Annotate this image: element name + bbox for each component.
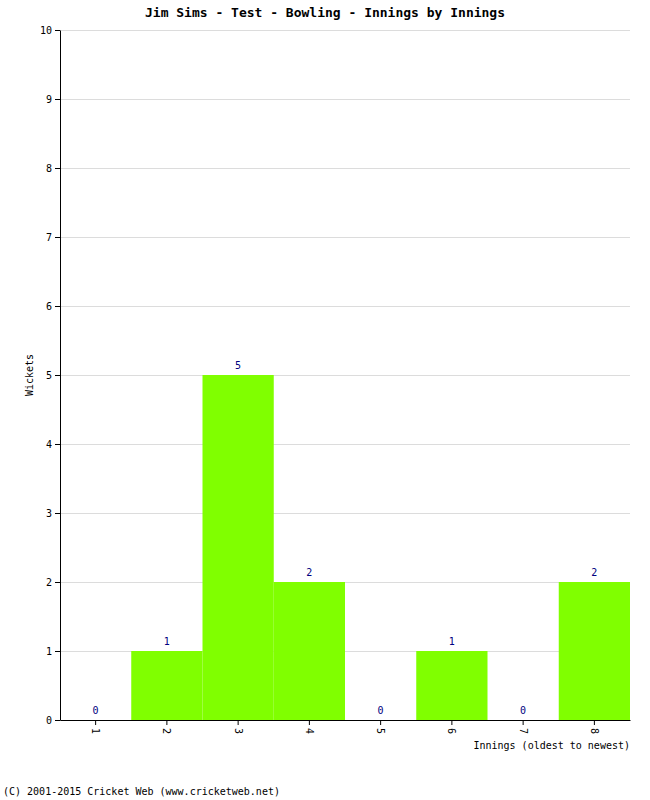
x-tick: 7 xyxy=(518,720,529,734)
y-tick: 5 xyxy=(46,370,60,381)
data-label: 1 xyxy=(449,636,455,647)
x-tick: 6 xyxy=(446,720,457,734)
y-tick-mark xyxy=(55,582,60,583)
x-tick-label: 6 xyxy=(446,728,457,734)
x-tick: 2 xyxy=(161,720,172,734)
data-label: 0 xyxy=(93,705,99,716)
bar xyxy=(274,582,345,720)
bar xyxy=(131,651,202,720)
y-tick-mark xyxy=(55,651,60,652)
x-tick-mark xyxy=(95,720,96,725)
y-tick-label: 4 xyxy=(46,439,52,450)
x-tick-label: 3 xyxy=(233,728,244,734)
y-axis-title: Wickets xyxy=(24,354,35,396)
x-axis: 1 2 3 4 5 6 7 8 xyxy=(61,720,631,734)
title: Jim Sims - Test - Bowling - Innings by I… xyxy=(145,5,505,20)
y-axis: 0 1 2 3 4 5 6 7 8 9 10 xyxy=(40,25,61,726)
y-tick: 1 xyxy=(46,646,60,657)
grid-line xyxy=(60,513,630,514)
y-tick-mark xyxy=(55,237,60,238)
x-tick-label: 8 xyxy=(589,728,600,734)
data-label: 2 xyxy=(306,567,312,578)
x-tick: 1 xyxy=(90,720,101,734)
grid xyxy=(60,30,630,720)
x-tick-mark xyxy=(166,720,167,725)
y-tick-mark xyxy=(55,720,60,721)
bar xyxy=(416,651,487,720)
y-tick: 0 xyxy=(46,715,60,726)
y-tick: 10 xyxy=(40,25,60,36)
y-tick-mark xyxy=(55,168,60,169)
x-axis-title: Innings (oldest to newest) xyxy=(473,740,630,751)
grid-line xyxy=(60,237,630,238)
grid-line xyxy=(60,375,630,376)
x-tick-mark xyxy=(523,720,524,725)
y-tick: 7 xyxy=(46,232,60,243)
bar xyxy=(488,720,559,721)
bar xyxy=(60,720,131,721)
data-label: 0 xyxy=(520,705,526,716)
grid-line xyxy=(60,30,630,31)
data-label: 5 xyxy=(235,360,241,371)
bar xyxy=(203,375,274,720)
y-tick-mark xyxy=(55,375,60,376)
y-tick: 9 xyxy=(46,94,60,105)
y-tick-label: 0 xyxy=(46,715,52,726)
x-tick-label: 4 xyxy=(304,728,315,734)
y-tick-label: 5 xyxy=(46,370,52,381)
x-tick-label: 7 xyxy=(518,728,529,734)
grid-line xyxy=(60,444,630,445)
x-tick-mark xyxy=(238,720,239,725)
grid-line xyxy=(60,168,630,169)
y-tick-label: 8 xyxy=(46,163,52,174)
data-label: 1 xyxy=(164,636,170,647)
x-tick: 8 xyxy=(589,720,600,734)
y-tick-label: 3 xyxy=(46,508,52,519)
x-tick-mark xyxy=(594,720,595,725)
x-tick-mark xyxy=(380,720,381,725)
grid-line xyxy=(60,306,630,307)
y-tick-label: 7 xyxy=(46,232,52,243)
y-tick-mark xyxy=(55,30,60,31)
x-tick: 3 xyxy=(233,720,244,734)
annotation: (C) 2001-2015 Cricket Web (www.cricketwe… xyxy=(3,786,280,797)
x-tick-mark xyxy=(451,720,452,725)
bar xyxy=(345,720,416,721)
y-axis-line xyxy=(60,31,61,721)
y-tick-label: 10 xyxy=(40,25,52,36)
data-labels: 0 1 5 2 0 1 0 2 xyxy=(93,360,598,716)
x-tick-mark xyxy=(309,720,310,725)
y-tick-label: 2 xyxy=(46,577,52,588)
x-tick-label: 1 xyxy=(90,728,101,734)
y-tick-label: 1 xyxy=(46,646,52,657)
y-tick-label: 9 xyxy=(46,94,52,105)
x-axis-line xyxy=(61,720,631,721)
bar xyxy=(559,582,630,720)
chart: 0123456789101234567801520102Jim Sims - T… xyxy=(0,0,650,800)
y-tick: 8 xyxy=(46,163,60,174)
y-tick-mark xyxy=(55,513,60,514)
x-tick-label: 2 xyxy=(161,728,172,734)
grid-line xyxy=(60,99,630,100)
x-tick-label: 5 xyxy=(375,728,386,734)
bars xyxy=(131,375,630,720)
x-tick: 5 xyxy=(375,720,386,734)
y-tick-label: 6 xyxy=(46,301,52,312)
y-tick: 3 xyxy=(46,508,60,519)
data-label: 0 xyxy=(378,705,384,716)
y-tick: 6 xyxy=(46,301,60,312)
y-tick-mark xyxy=(55,444,60,445)
data-label: 2 xyxy=(591,567,597,578)
x-tick: 4 xyxy=(304,720,315,734)
background xyxy=(0,0,650,800)
y-tick-mark xyxy=(55,99,60,100)
y-tick-mark xyxy=(55,306,60,307)
y-tick: 4 xyxy=(46,439,60,450)
y-tick: 2 xyxy=(46,577,60,588)
